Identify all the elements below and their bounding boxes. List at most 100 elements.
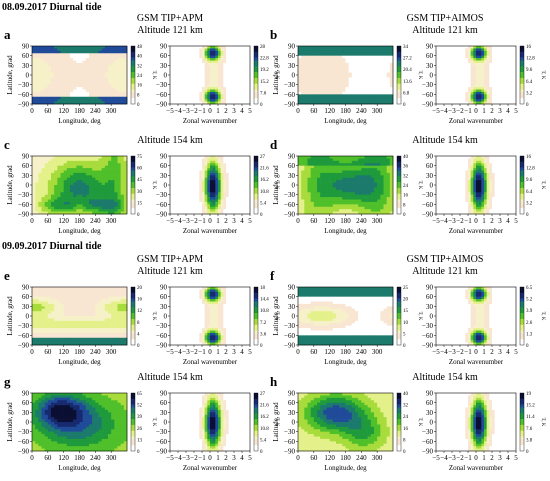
spectrum-xaxis-e-tick-10: 5 [248,348,252,356]
map-colorbar-a-tick-6: 0 [137,103,140,108]
spectrum-xaxis-b-tick-6: 1 [482,107,486,115]
map-colorbar-g-tick-5: 0 [137,450,140,455]
map-xaxis-f-tick-4: 240 [356,348,367,356]
spectrum-xaxis-c-tick-10: 5 [248,217,252,225]
spectrum-xaxis-d-tick-1: −4 [440,217,448,225]
spectrum-colorbar-g-tick-5: 0 [260,450,263,455]
panel-letter-e: e [4,268,10,283]
spectrum-xaxis-f-tick-10: 5 [514,348,518,356]
spectrum-heatmap-b [435,45,517,105]
map-heatmap-c [31,155,128,215]
spectrum-yaxis-a-tick-6: −90 [156,101,167,109]
spectrum-xaxis-g-tick-1: −4 [174,454,182,462]
spectrum-xaxis-e-tick-0: −5 [166,348,174,356]
spectrum-xaxis-d-tick-7: 2 [490,217,494,225]
panel-letter-b: b [270,27,277,42]
map-xaxis-h-tick-2: 120 [324,454,335,462]
spectrum-yaxis-g-tick-3: 0 [164,419,168,427]
map-xaxis-c-tick-4: 240 [90,217,101,225]
spectrum-heatmap-h [435,392,517,452]
spectrum-colorbar-g-tick-2: 16.2 [260,415,269,420]
spectrum-colorbar-c-tick-0: 27 [260,155,266,160]
spectrum-colorbar-d-tick-4: 3.2 [526,201,533,206]
spectrum-xaxis-a-tick-4: −1 [198,107,206,115]
spectrum-yaxis-f-tick-2: 30 [426,303,434,311]
map-yaxis-d-tick-5: −60 [284,201,295,209]
map-heatmap-e [31,286,128,346]
spectrum-xaxis-c-tick-8: 3 [232,217,236,225]
map-colorbar-h-tick-4: 8 [403,438,406,443]
spectrum-xaxis-a-tick-10: 5 [248,107,252,115]
spectrum-xaxis-e-tick-5: 0 [208,348,212,356]
map-colorbar-g [130,392,136,452]
map-colorbar-g-tick-4: 13 [137,438,143,443]
map-xaxis-b-tick-0: 0 [296,107,300,115]
spectrum-yaxis-b-tick-3: 0 [430,72,434,80]
map-colorbar-h-tick-2: 24 [403,415,409,420]
spectrum-yaxis-d-tick-5: −60 [422,201,433,209]
map-yaxis-g-tick-5: −60 [18,438,29,446]
spectrum-colorbar-b-tick-4: 3.2 [526,91,533,96]
spectrum-yaxis-e-tick-1: 60 [160,293,168,301]
spectrum-colorbar-g-tick-3: 10.8 [260,427,269,432]
map-yaxis-e-tick-0: 90 [22,284,30,292]
spectrum-yaxis-b-tick-1: 60 [426,52,434,60]
spectrum-xaxis-d-tick-0: −5 [432,217,440,225]
spectrum-colorbar-e-label: T, K [274,312,279,321]
spectrum-yaxis-f-tick-6: −90 [422,342,433,350]
spectrum-xaxis-d-tick-8: 3 [498,217,502,225]
map-xaxis-g-tick-0: 0 [30,454,34,462]
spectrum-yaxis-c-tick-2: 30 [160,172,168,180]
map-yaxis-a-tick-0: 90 [22,43,30,51]
panel-letter-g: g [4,374,11,389]
map-heatmap-f [297,286,394,346]
map-yaxis-b-tick-3: 0 [292,72,296,80]
spectrum-xaxis-f-tick-0: −5 [432,348,440,356]
spectrum-yaxis-b-tick-4: −30 [422,81,433,89]
spectrum-yaxis-h-tick-4: −30 [422,428,433,436]
spectrum-xaxis-e-tick-3: −2 [190,348,198,356]
spectrum-xlabel-d: Zonal wavenumber [449,227,504,235]
spectrum-colorbar-h-tick-0: 19 [526,392,532,397]
spectrum-colorbar-g [253,392,259,452]
map-yaxis-f-tick-5: −60 [284,332,295,340]
map-xaxis-b-tick-5: 300 [372,107,383,115]
spectrum-xaxis-d-tick-6: 1 [482,217,486,225]
row-title-f: Altitude 121 km [375,266,515,277]
spectrum-colorbar-a-tick-5: 0 [260,103,263,108]
spectrum-colorbar-f-tick-0: 6.5 [526,286,533,291]
map-yaxis-c-tick-2: 30 [22,172,30,180]
map-yaxis-e-tick-3: 0 [26,313,30,321]
map-xaxis-b-tick-3: 180 [340,107,351,115]
spectrum-yaxis-a-tick-3: 0 [164,72,168,80]
row-title-e: Altitude 121 km [110,266,230,277]
spectrum-colorbar-h-tick-2: 11.4 [526,415,535,420]
spectrum-colorbar-e [253,286,259,346]
map-colorbar-f-tick-0: 25 [403,286,409,291]
map-xaxis-a-tick-0: 0 [30,107,34,115]
map-yaxis-g-tick-2: 30 [22,409,30,417]
spectrum-xaxis-d-tick-3: −2 [456,217,464,225]
row-title-d: Altitude 154 km [375,135,515,146]
spectrum-xaxis-f-tick-2: −3 [448,348,456,356]
map-colorbar-d-tick-3: 24 [403,184,409,189]
spectrum-xaxis-a-tick-8: 3 [232,107,236,115]
spectrum-xaxis-h-tick-7: 2 [490,454,494,462]
map-heatmap-d [297,155,394,215]
map-colorbar-e-tick-0: 20 [137,286,143,291]
spectrum-colorbar-c-tick-3: 10.8 [260,190,269,195]
spectrum-yaxis-d-tick-0: 90 [426,153,434,161]
map-colorbar-a-tick-2: 32 [137,64,143,69]
spectrum-colorbar-e-tick-3: 7.2 [260,321,267,326]
map-xlabel-d: Longitude, deg [324,227,367,235]
panel-letter-d: d [270,137,278,152]
map-yaxis-f-tick-3: 0 [292,313,296,321]
spectrum-yaxis-g-tick-1: 60 [160,399,168,407]
map-xaxis-g-tick-2: 120 [58,454,69,462]
spectrum-yaxis-g-tick-0: 90 [160,390,168,398]
spectrum-colorbar-e-tick-4: 3.6 [260,332,267,337]
map-yaxis-g-tick-4: −30 [18,428,29,436]
spectrum-yaxis-g-tick-6: −90 [156,448,167,456]
spectrum-colorbar-d-tick-0: 16 [526,155,532,160]
spectrum-xaxis-g-tick-10: 5 [248,454,252,462]
